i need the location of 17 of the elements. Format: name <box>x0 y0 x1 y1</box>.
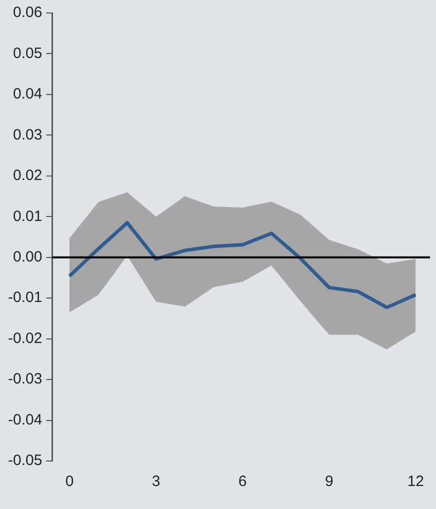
x-tick-label: 9 <box>324 473 334 490</box>
y-tick-label: 0.02 <box>12 167 42 184</box>
x-tick-label: 12 <box>407 473 424 490</box>
x-tick-label: 6 <box>238 473 247 490</box>
y-tick-label: 0.04 <box>12 86 42 103</box>
y-tick-label: 0.05 <box>12 44 42 62</box>
y-tick-label: -0.05 <box>8 452 42 470</box>
y-tick-label: 0.03 <box>12 126 42 144</box>
y-tick-label: 0.01 <box>12 208 42 225</box>
x-tick-label: 0 <box>65 473 74 490</box>
y-tick-label: -0.01 <box>8 289 42 306</box>
y-tick-label: -0.04 <box>8 411 42 428</box>
y-tick-label: -0.03 <box>8 370 42 388</box>
x-tick-label: 3 <box>152 473 160 490</box>
y-tick-label: 0.06 <box>12 4 42 22</box>
y-tick-label: -0.02 <box>8 330 42 347</box>
y-tick-label: 0.00 <box>12 248 42 266</box>
